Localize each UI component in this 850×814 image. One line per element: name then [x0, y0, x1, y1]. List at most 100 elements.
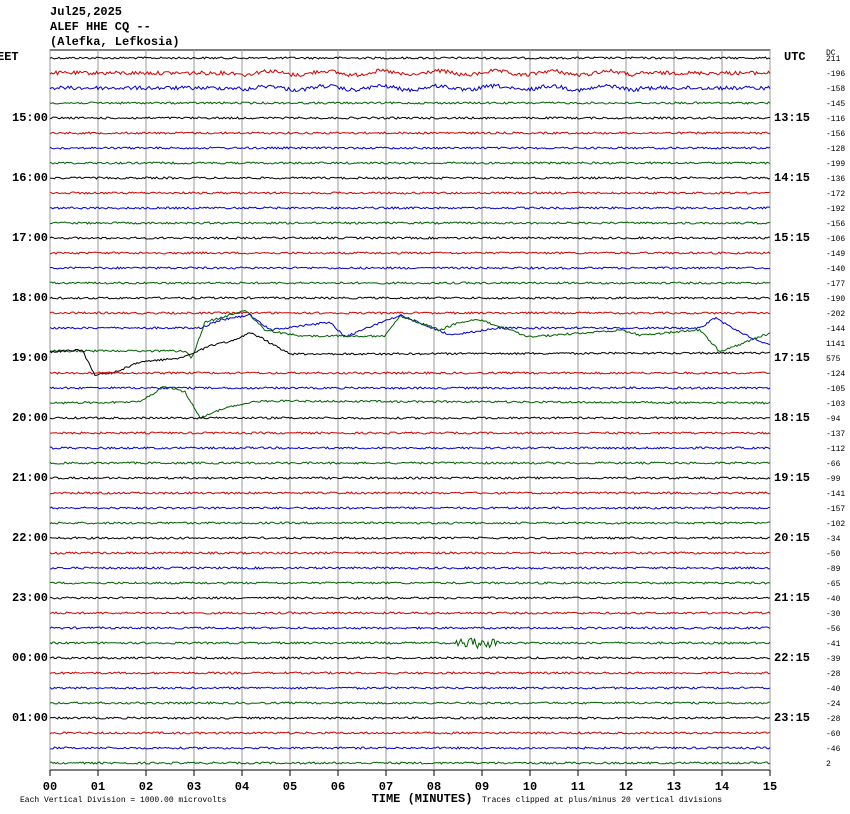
trace [49, 101, 771, 105]
x-tick-label: 03 [187, 780, 201, 794]
trace [49, 251, 771, 255]
dc-offset: -40 [826, 685, 841, 694]
trace [49, 671, 771, 675]
dc-offset: -145 [826, 100, 845, 109]
trace [49, 131, 771, 135]
right-time-label: 20:15 [774, 531, 810, 545]
dc-offset: -41 [826, 640, 841, 649]
trace [49, 566, 771, 570]
trace [49, 581, 771, 585]
dc-offset: -149 [826, 250, 845, 259]
dc-offset: -196 [826, 70, 845, 79]
right-time-label: 19:15 [774, 471, 810, 485]
dc-offset: -192 [826, 205, 845, 214]
x-tick-label: 07 [379, 780, 393, 794]
trace [49, 68, 771, 78]
footer-scale: Each Vertical Division = 1000.00 microvo… [20, 796, 227, 805]
dc-offset: 2 [826, 760, 831, 769]
dc-offset: -34 [826, 535, 841, 544]
trace [49, 731, 771, 735]
dc-offset: -172 [826, 190, 845, 199]
trace [49, 416, 771, 420]
dc-offset: -30 [826, 610, 841, 619]
trace [49, 521, 771, 525]
left-time-label: 17:00 [12, 231, 48, 245]
left-time-label: 15:00 [12, 111, 48, 125]
trace [49, 206, 770, 210]
dc-offset: -39 [826, 655, 841, 664]
left-time-label: 00:00 [12, 651, 48, 665]
x-tick-label: 02 [139, 780, 153, 794]
dc-offset: -94 [826, 415, 841, 424]
right-time-label: 14:15 [774, 171, 810, 185]
dc-title: DC [826, 49, 836, 58]
x-axis-title: TIME (MINUTES) [372, 792, 473, 806]
dc-offset: -116 [826, 115, 845, 124]
trace [49, 461, 771, 465]
dc-offset: -158 [826, 85, 845, 94]
dc-offset: -124 [826, 370, 845, 379]
dc-offset: -105 [826, 385, 845, 394]
dc-offset: -156 [826, 220, 845, 229]
trace [49, 332, 771, 377]
dc-offset: -144 [826, 325, 845, 334]
dc-offset: -103 [826, 400, 845, 409]
trace [49, 83, 771, 93]
trace [49, 191, 771, 195]
trace [50, 746, 771, 750]
trace [49, 701, 771, 705]
dc-offset: -46 [826, 745, 841, 754]
right-time-label: 18:15 [774, 411, 810, 425]
trace [49, 446, 771, 450]
x-tick-label: 04 [235, 780, 249, 794]
right-axis-title: UTC [784, 50, 806, 64]
left-time-label: 21:00 [12, 471, 48, 485]
dc-offset: -65 [826, 580, 841, 589]
dc-offset: -106 [826, 235, 845, 244]
left-time-label: 19:00 [12, 351, 48, 365]
trace [49, 551, 771, 555]
trace [49, 296, 771, 300]
header-date: Jul25,2025 [50, 5, 122, 19]
right-time-label: 23:15 [774, 711, 810, 725]
x-tick-label: 15 [763, 780, 777, 794]
trace [49, 626, 771, 630]
trace [49, 656, 771, 660]
x-tick-label: 09 [475, 780, 489, 794]
trace [49, 716, 771, 720]
trace [49, 221, 771, 225]
dc-offset: -99 [826, 475, 841, 484]
left-time-label: 20:00 [12, 411, 48, 425]
trace [49, 491, 771, 495]
trace [49, 161, 771, 165]
trace [49, 116, 770, 120]
right-time-label: 17:15 [774, 351, 810, 365]
trace [49, 611, 771, 615]
left-time-label: 23:00 [12, 591, 48, 605]
trace [49, 637, 771, 650]
footer-clip: Traces clipped at plus/minus 20 vertical… [482, 796, 722, 805]
trace [49, 266, 771, 270]
dc-offset: -190 [826, 295, 845, 304]
left-time-label: 16:00 [12, 171, 48, 185]
trace [49, 146, 771, 150]
x-tick-label: 00 [43, 780, 57, 794]
right-time-label: 16:15 [774, 291, 810, 305]
left-time-label: 18:00 [12, 291, 48, 305]
dc-offset: -28 [826, 670, 841, 679]
dc-offset: -156 [826, 130, 845, 139]
trace [49, 761, 771, 765]
dc-offset: -89 [826, 565, 841, 574]
trace [49, 236, 771, 240]
right-time-label: 21:15 [774, 591, 810, 605]
left-time-label: 22:00 [12, 531, 48, 545]
x-tick-label: 01 [91, 780, 105, 794]
x-tick-label: 06 [331, 780, 345, 794]
dc-offset: 575 [826, 355, 841, 364]
dc-offset: -199 [826, 160, 845, 169]
trace [49, 686, 771, 690]
dc-offset: -112 [826, 445, 845, 454]
trace [49, 56, 771, 60]
